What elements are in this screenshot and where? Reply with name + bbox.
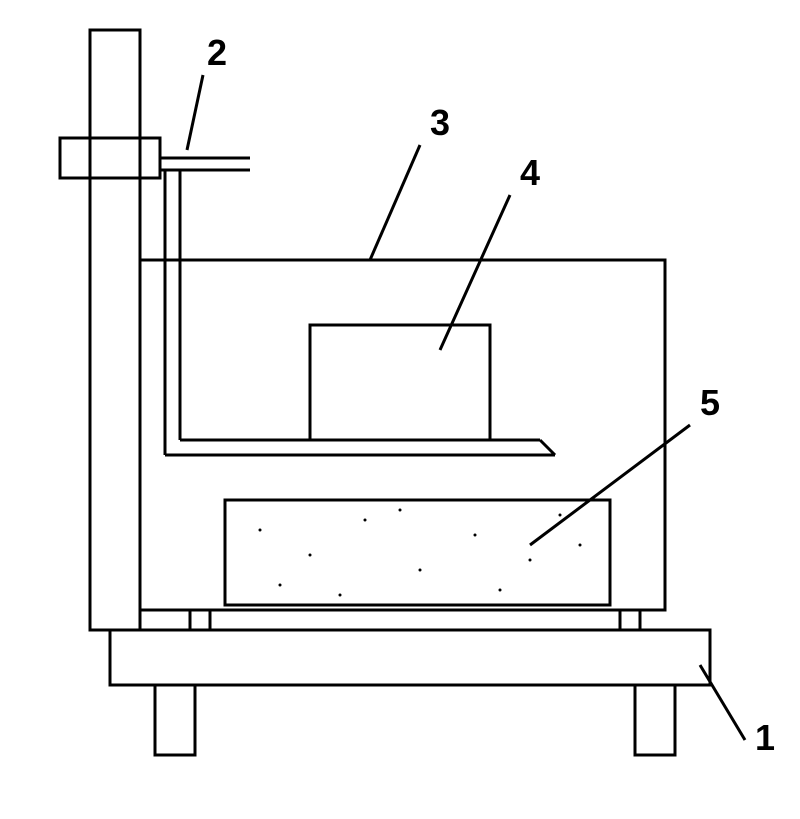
label-5: 5 <box>700 382 720 423</box>
base-plate <box>110 630 710 685</box>
support-leg <box>620 610 640 630</box>
right-foot <box>635 685 675 755</box>
label-3: 3 <box>430 102 450 143</box>
support-leg <box>190 610 210 630</box>
outer-container <box>140 260 665 610</box>
label-2: 2 <box>207 32 227 73</box>
texture-dots <box>259 509 582 597</box>
technical-diagram: 1 2 3 4 5 <box>0 0 800 819</box>
post-bracket <box>60 138 160 178</box>
arm-segment <box>540 440 555 455</box>
left-foot <box>155 685 195 755</box>
inner-block <box>310 325 490 440</box>
leader-lines <box>187 75 745 740</box>
vertical-post <box>90 30 140 630</box>
textured-block <box>225 500 610 605</box>
label-4: 4 <box>520 152 540 193</box>
label-1: 1 <box>755 717 775 758</box>
